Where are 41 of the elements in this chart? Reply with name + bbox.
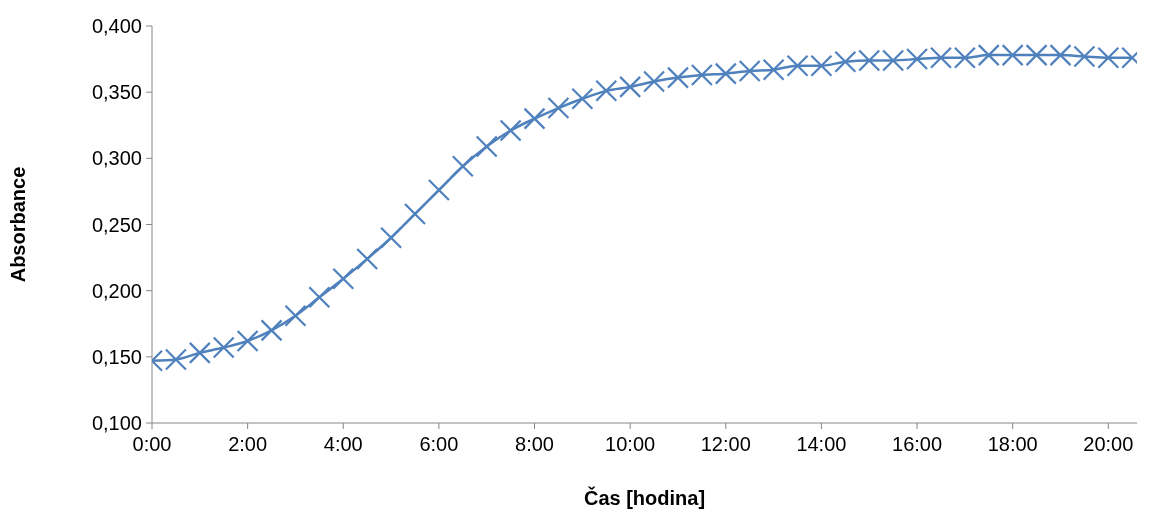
y-tick-label: 0,100 [91, 412, 142, 435]
x-tick-label: 20:00 [1083, 433, 1134, 456]
point [642, 70, 666, 93]
point [308, 286, 331, 309]
point [547, 96, 570, 120]
point [188, 341, 211, 364]
y-tick-label: 0,300 [91, 147, 142, 170]
point [666, 66, 690, 89]
point [260, 319, 283, 342]
point [499, 119, 522, 142]
point [236, 329, 259, 353]
point [451, 155, 474, 178]
point [403, 202, 427, 226]
point [619, 75, 642, 98]
x-tick-label: 4:00 [323, 433, 363, 456]
x-tick-label: 2:00 [228, 433, 268, 456]
point [379, 226, 403, 249]
point [571, 87, 594, 110]
x-tick-label: 0:00 [132, 433, 172, 456]
point [475, 135, 498, 158]
x-tick-label: 14:00 [796, 433, 847, 456]
point [523, 107, 546, 130]
y-tick-label: 0,400 [91, 15, 142, 38]
x-tick-label: 8:00 [515, 433, 554, 456]
x-tick-label: 16:00 [892, 433, 943, 456]
y-axis-title: Absorbance [7, 166, 30, 283]
y-tick-label: 0,350 [91, 81, 142, 104]
y-tick-label: 0,200 [91, 279, 142, 302]
point [427, 178, 450, 202]
point [284, 304, 307, 327]
y-tick-label: 0,250 [91, 213, 142, 236]
x-tick-label: 6:00 [419, 433, 459, 456]
point [212, 336, 235, 359]
x-axis-title: Čas [hodina] [583, 486, 706, 509]
point [595, 79, 618, 102]
point [332, 267, 355, 290]
x-tick-label: 12:00 [700, 433, 751, 456]
y-tick-label: 0,150 [91, 345, 142, 368]
x-tick-label: 10:00 [605, 433, 656, 456]
x-tick-label: 18:00 [987, 433, 1038, 456]
point [356, 247, 379, 271]
